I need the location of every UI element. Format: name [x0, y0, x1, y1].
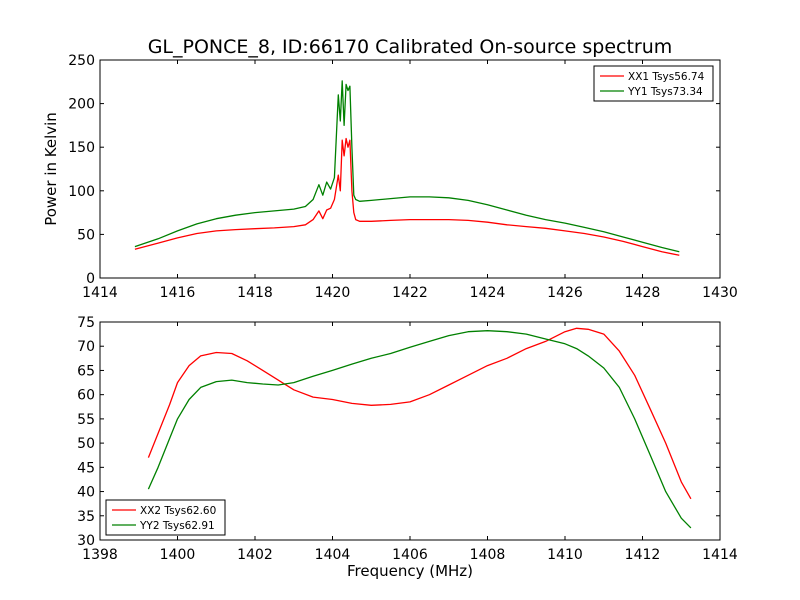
x-tick-label: 1424 — [470, 285, 506, 301]
x-tick-label: 1416 — [160, 285, 196, 301]
series-line-2 — [147, 330, 692, 529]
top-panel: 1414 1416 1418 1420 1422 1424 1426 1428 1430 0 50 1… — [42, 53, 738, 301]
y-tick-label: 50 — [77, 436, 95, 452]
x-tick-label: 1404 — [315, 547, 351, 563]
y-tick-label: 200 — [68, 97, 95, 113]
legend-label: XX2 Tsys62.60 — [140, 505, 216, 517]
y-tick-label: 35 — [77, 509, 95, 525]
y-tick-label: 75 — [77, 315, 95, 331]
y-axis-label: Power in Kelvin — [42, 112, 60, 226]
legend-label: YY1 Tsys73.34 — [627, 86, 703, 98]
x-tick-label: 1430 — [702, 285, 738, 301]
x-tick-label: 1418 — [237, 285, 273, 301]
y-tick-label: 50 — [77, 227, 95, 243]
y-tick-label: 100 — [68, 184, 95, 200]
legend-label: YY2 Tsys62.91 — [139, 520, 215, 532]
y-tick-label: 150 — [68, 140, 95, 156]
y-tick-label: 55 — [77, 412, 95, 428]
x-tick-label: 1420 — [315, 285, 351, 301]
y-tick-label: 65 — [77, 363, 95, 379]
x-tick-label: 1408 — [470, 547, 506, 563]
x-tick-label: 1398 — [82, 547, 118, 563]
x-tick-label: 1426 — [547, 285, 583, 301]
y-tick-label: 0 — [86, 271, 95, 287]
bottom-panel: 1398 1400 1402 1404 1406 1408 1410 1412 1414 30 35… — [77, 315, 738, 580]
y-tick-label: 30 — [77, 533, 95, 549]
x-tick-label: 1406 — [392, 547, 428, 563]
y-tick-label: 70 — [77, 339, 95, 355]
legend-box — [593, 65, 714, 102]
x-tick-label: 1422 — [392, 285, 428, 301]
x-tick-label: 1412 — [625, 547, 661, 563]
y-tick-label: 60 — [77, 388, 95, 404]
x-tick-label: 1410 — [547, 547, 583, 563]
x-tick-label: 1414 — [702, 547, 738, 563]
x-tick-label: 1402 — [237, 547, 273, 563]
x-tick-label: 1414 — [82, 285, 118, 301]
x-tick-label: 1428 — [625, 285, 661, 301]
y-tick-label: 45 — [77, 460, 95, 476]
series-line-1 — [147, 327, 692, 500]
series-line-2 — [134, 80, 680, 253]
legend-label: XX1 Tsys56.74 — [628, 71, 705, 83]
x-tick-label: 1400 — [160, 547, 196, 563]
x-axis-label: Frequency (MHz) — [347, 562, 473, 580]
y-tick-label: 40 — [77, 485, 95, 501]
series-line-1 — [134, 137, 680, 256]
chart-title: GL_PONCE_8, ID:66170 Calibrated On-sourc… — [148, 36, 673, 58]
legend-box — [105, 499, 226, 536]
y-tick-label: 250 — [68, 53, 95, 69]
